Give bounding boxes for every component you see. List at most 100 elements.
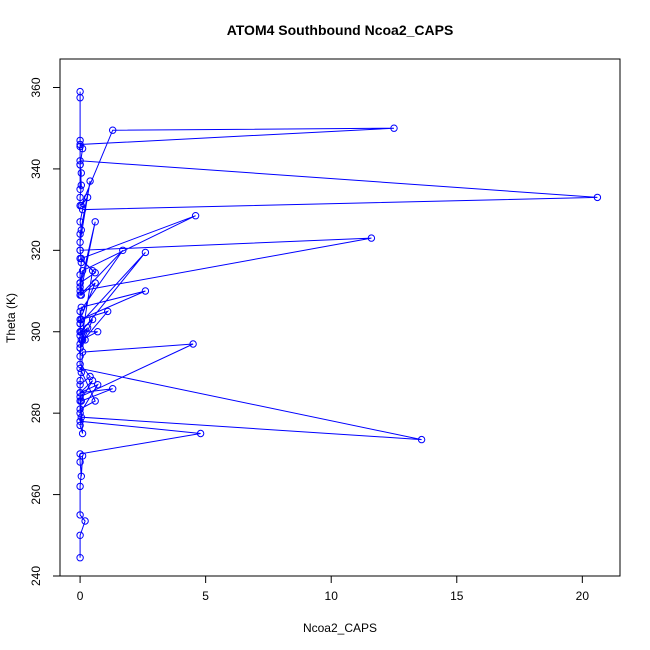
data-point bbox=[76, 307, 84, 316]
data-point bbox=[367, 234, 376, 242]
data-point bbox=[83, 324, 92, 332]
data-point bbox=[76, 140, 84, 149]
data-point bbox=[77, 201, 86, 210]
data-point bbox=[76, 185, 84, 194]
data-point bbox=[119, 246, 127, 255]
data-point bbox=[76, 328, 84, 336]
data-point bbox=[77, 258, 86, 267]
chart-title: ATOM4 Southbound Ncoa2_CAPS bbox=[227, 22, 454, 38]
data-point bbox=[76, 246, 84, 255]
data-point bbox=[77, 315, 86, 324]
data-point bbox=[77, 336, 86, 344]
x-axis-label: Ncoa2_CAPS bbox=[303, 621, 377, 635]
data-point bbox=[76, 94, 84, 102]
data-point bbox=[76, 344, 84, 352]
x-tick-label: 20 bbox=[576, 589, 590, 603]
data-point bbox=[76, 352, 84, 360]
data-point bbox=[76, 405, 84, 413]
data-point bbox=[76, 332, 84, 340]
series-line bbox=[78, 91, 598, 558]
data-point bbox=[189, 340, 197, 348]
x-axis: 0 5 10 15 20 bbox=[77, 576, 590, 603]
data-point bbox=[104, 307, 112, 316]
data-point bbox=[91, 218, 99, 226]
y-axis: 240 260 280 300 320 340 360 bbox=[29, 77, 60, 586]
data-point bbox=[78, 267, 87, 275]
data-point bbox=[76, 458, 84, 466]
data-point bbox=[94, 381, 102, 389]
data-point bbox=[77, 413, 86, 421]
data-point bbox=[78, 144, 87, 153]
data-point bbox=[76, 218, 84, 226]
data-point bbox=[76, 531, 84, 539]
data-point bbox=[81, 517, 89, 525]
data-point bbox=[76, 279, 84, 287]
y-axis-label: Theta (K) bbox=[4, 293, 18, 343]
data-point bbox=[86, 372, 94, 381]
data-point bbox=[76, 364, 84, 373]
data-point bbox=[76, 554, 84, 562]
data-point bbox=[77, 472, 86, 480]
y-tick-label: 260 bbox=[29, 484, 43, 504]
data-point bbox=[76, 161, 84, 169]
data-point bbox=[109, 385, 117, 393]
x-tick-label: 15 bbox=[450, 589, 464, 603]
data-point bbox=[141, 248, 150, 257]
data-point bbox=[77, 368, 86, 377]
data-point bbox=[76, 421, 84, 430]
data-point bbox=[76, 254, 84, 263]
data-point bbox=[76, 230, 84, 238]
data-point bbox=[78, 205, 87, 214]
data-point bbox=[141, 287, 150, 295]
data-point bbox=[76, 482, 84, 491]
data-point bbox=[91, 279, 99, 287]
data-point bbox=[76, 238, 84, 246]
data-point bbox=[76, 389, 84, 397]
data-point bbox=[76, 381, 84, 389]
data-point bbox=[77, 169, 86, 177]
data-point bbox=[76, 340, 84, 348]
data-point bbox=[76, 417, 84, 425]
plot-frame bbox=[59, 58, 621, 577]
data-point bbox=[109, 126, 117, 134]
data-point bbox=[77, 181, 86, 189]
data-point bbox=[196, 429, 205, 438]
data-point bbox=[76, 283, 84, 291]
data-point bbox=[76, 319, 84, 328]
data-point bbox=[76, 193, 84, 202]
data-point bbox=[76, 409, 84, 417]
data-point bbox=[76, 376, 84, 385]
data-point bbox=[81, 336, 89, 344]
x-tick-label: 0 bbox=[77, 589, 84, 603]
data-point bbox=[76, 287, 84, 295]
data-point bbox=[77, 291, 86, 299]
data-point bbox=[191, 212, 200, 220]
y-tick-label: 240 bbox=[29, 566, 43, 586]
y-tick-label: 320 bbox=[29, 240, 43, 260]
data-point bbox=[94, 328, 102, 336]
y-tick-label: 360 bbox=[29, 77, 43, 97]
data-point bbox=[78, 348, 87, 356]
data-point bbox=[91, 269, 99, 277]
data-point bbox=[76, 450, 84, 458]
data-point bbox=[78, 452, 87, 460]
data-point bbox=[76, 360, 84, 368]
data-point bbox=[76, 271, 84, 279]
data-point bbox=[77, 226, 86, 234]
data-point bbox=[76, 157, 84, 165]
y-tick-label: 340 bbox=[29, 159, 43, 179]
x-tick-label: 5 bbox=[202, 589, 209, 603]
data-point bbox=[88, 315, 97, 324]
data-point bbox=[77, 303, 86, 311]
data-point bbox=[86, 177, 94, 185]
data-point bbox=[76, 511, 84, 519]
data-point bbox=[77, 397, 86, 405]
data-point bbox=[88, 376, 97, 385]
data-point bbox=[390, 124, 398, 132]
data-point bbox=[76, 393, 84, 401]
y-tick-label: 300 bbox=[29, 321, 43, 341]
data-point bbox=[78, 429, 87, 438]
data-point bbox=[417, 435, 426, 444]
data-point bbox=[83, 193, 92, 202]
